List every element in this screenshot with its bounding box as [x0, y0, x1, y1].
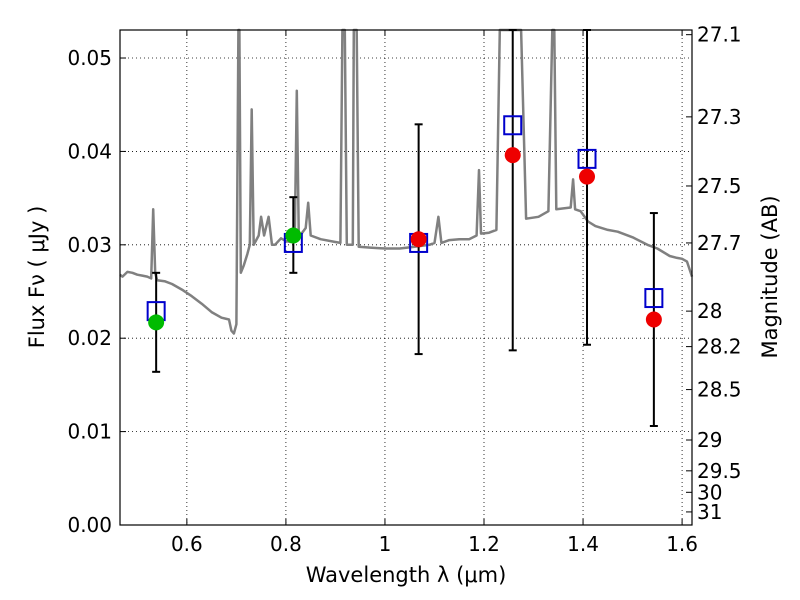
y2-axis-title: Magnitude (AB) [758, 195, 782, 358]
plot-frame [119, 29, 693, 526]
x-tick-label: 1.6 [666, 532, 698, 556]
photometry-point [504, 147, 521, 164]
y2-tick-label: 28 [697, 299, 722, 323]
x-tick-label: 1 [379, 532, 392, 556]
photometry-point [148, 314, 165, 331]
y-tick-label: 0.05 [67, 46, 112, 70]
spectrum-layer [119, 28, 694, 335]
y2-tick-label: 28.5 [697, 378, 742, 402]
y-tick-label: 0.00 [67, 513, 112, 537]
y2-tick-label: 27.5 [697, 174, 742, 198]
y-tick-label: 0.01 [67, 420, 112, 444]
y-axis-title: Flux Fν ( μJy ) [25, 206, 49, 349]
y2-tick-label: 29 [697, 428, 722, 452]
error-bars [152, 29, 658, 427]
y-tick-label: 0.02 [67, 326, 112, 350]
x-tick-label: 0.6 [171, 532, 203, 556]
y2-tick-label: 27.7 [697, 231, 742, 255]
model-square-marker [644, 288, 664, 309]
model-square-marker [503, 115, 523, 136]
y2-tick-label: 30 [697, 480, 722, 504]
y2-tick-label: 28.2 [697, 335, 742, 359]
markers [146, 115, 664, 331]
photometry-point [285, 227, 302, 244]
y-tick-label: 0.04 [67, 139, 112, 163]
y-tick-label: 0.03 [67, 233, 112, 257]
x-axis-title: Wavelength λ (μm) [306, 563, 507, 587]
x-tick-label: 0.8 [270, 532, 302, 556]
y2-tick-label: 29.5 [697, 459, 742, 483]
axis-ticks: 0.6 0.8 1 1.2 1.4 1.6 0.00 0.01 0.02 0.03 0.04 0.05… [67, 23, 741, 556]
spectrum-line [119, 28, 694, 335]
model-square-marker [577, 148, 597, 169]
photometry-point [645, 311, 662, 328]
x-tick-label: 1.2 [468, 532, 500, 556]
photometry-point [410, 231, 427, 248]
y2-tick-label: 31 [697, 500, 722, 524]
photometry-point [579, 168, 596, 185]
y2-tick-label: 27.1 [697, 23, 742, 47]
x-tick-label: 1.4 [567, 532, 599, 556]
y2-tick-label: 27.3 [697, 105, 742, 129]
